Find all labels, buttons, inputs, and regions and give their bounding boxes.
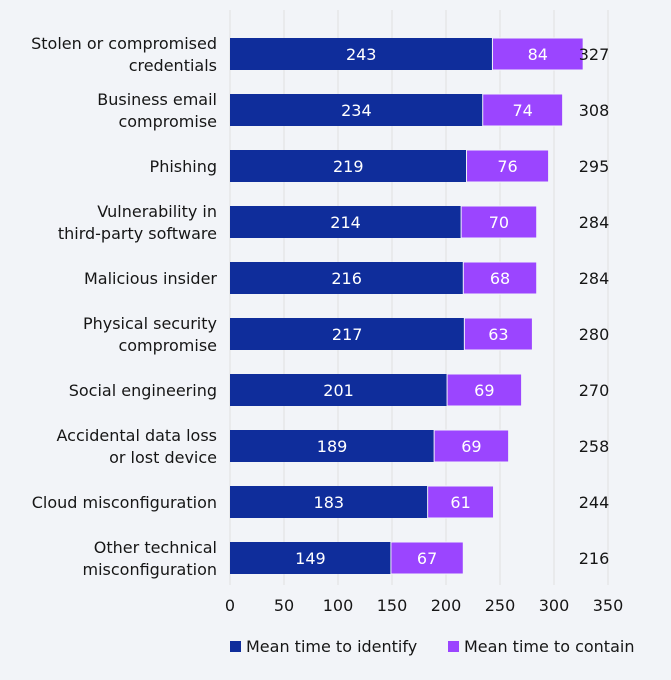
bar-value-label: 84 [528, 45, 548, 64]
bar-value-label: 201 [323, 381, 354, 400]
bar-identify [230, 150, 467, 182]
bar-identify [230, 206, 462, 238]
x-tick-label: 250 [485, 596, 516, 615]
category-label: Social engineering [69, 381, 217, 400]
total-label: 284 [579, 269, 610, 288]
category-label-line: Accidental data loss [57, 426, 217, 445]
bar-value-label: 219 [333, 157, 364, 176]
bar-contain [433, 429, 510, 463]
bar-value-label: 68 [490, 269, 510, 288]
total-label: 270 [579, 381, 610, 400]
category-label: Vulnerability in third-party software [58, 202, 217, 243]
total-label: 327 [579, 45, 610, 64]
legend-swatch [448, 641, 459, 652]
category-label-line: third-party software [58, 224, 217, 243]
bar-value-label: 70 [489, 213, 509, 232]
bar-contain [463, 317, 533, 351]
legend-label: Mean time to identify [246, 637, 417, 656]
category-label-line: Social engineering [69, 381, 217, 400]
bar-identify [230, 318, 465, 350]
bar-identify [230, 542, 391, 574]
bar-value-label: 217 [332, 325, 363, 344]
category-label-line: Vulnerability in [97, 202, 217, 221]
total-label: 308 [579, 101, 610, 120]
bar-contain [427, 485, 495, 519]
bars: Stolen or compromised credentials 243 84 327… [31, 34, 609, 579]
bar-value-label: 69 [474, 381, 494, 400]
bar-value-label: 189 [317, 437, 348, 456]
category-label: Accidental data loss or lost device [57, 426, 217, 467]
category-label-line: Malicious insider [84, 269, 217, 288]
bar-identify [230, 262, 464, 294]
bar-value-label: 183 [314, 493, 345, 512]
x-tick-label: 300 [539, 596, 570, 615]
bar-value-label: 216 [331, 269, 362, 288]
bar-value-label: 67 [417, 549, 437, 568]
x-axis: 0 50 100 150 200 250 300 350 [225, 596, 623, 615]
bar-identify [230, 94, 483, 126]
legend: Mean time to identify Mean time to contai… [230, 637, 634, 656]
category-label-line: compromise [118, 336, 217, 355]
category-label: Cloud misconfiguration [32, 493, 217, 512]
x-tick-label: 100 [323, 596, 354, 615]
bar-contain [446, 373, 523, 407]
legend-label: Mean time to contain [464, 637, 634, 656]
bar-contain [482, 93, 564, 127]
bar-contain [460, 205, 538, 239]
bar-identify [230, 374, 448, 406]
category-label-line: or lost device [109, 448, 217, 467]
bar-value-label: 63 [488, 325, 508, 344]
category-label: Physical security compromise [83, 314, 217, 355]
x-tick-label: 150 [377, 596, 408, 615]
category-label-line: Phishing [150, 157, 217, 176]
total-label: 258 [579, 437, 610, 456]
category-label-line: Cloud misconfiguration [32, 493, 217, 512]
bar-value-label: 243 [346, 45, 377, 64]
category-label-line: credentials [129, 56, 217, 75]
category-label: Other technical misconfiguration [83, 538, 218, 579]
bar-value-label: 61 [450, 493, 470, 512]
bar-identify [230, 38, 493, 70]
category-label-line: compromise [118, 112, 217, 131]
bar-identify [230, 486, 428, 518]
total-label: 244 [579, 493, 610, 512]
bar-value-label: 214 [330, 213, 361, 232]
category-label-line: Business email [97, 90, 217, 109]
bar-value-label: 69 [461, 437, 481, 456]
category-label-line: Physical security [83, 314, 217, 333]
category-label-line: misconfiguration [83, 560, 218, 579]
total-label: 280 [579, 325, 610, 344]
bar-identify [230, 430, 435, 462]
category-label-line: Other technical [94, 538, 217, 557]
total-label: 216 [579, 549, 610, 568]
bar-value-label: 76 [497, 157, 517, 176]
bar-contain [390, 541, 464, 575]
bar-value-label: 74 [513, 101, 533, 120]
bar-contain [466, 149, 550, 183]
legend-swatch [230, 641, 241, 652]
bar-value-label: 234 [341, 101, 372, 120]
total-label: 295 [579, 157, 610, 176]
category-label: Phishing [150, 157, 217, 176]
x-tick-label: 350 [593, 596, 624, 615]
bar-value-label: 149 [295, 549, 326, 568]
bar-contain [462, 261, 538, 295]
category-label: Malicious insider [84, 269, 217, 288]
bar-contain [491, 37, 584, 71]
x-tick-label: 0 [225, 596, 235, 615]
x-tick-label: 50 [274, 596, 294, 615]
total-label: 284 [579, 213, 610, 232]
category-label-line: Stolen or compromised [31, 34, 217, 53]
x-tick-label: 200 [431, 596, 462, 615]
category-label: Stolen or compromised credentials [31, 34, 217, 75]
category-label: Business email compromise [97, 90, 217, 131]
